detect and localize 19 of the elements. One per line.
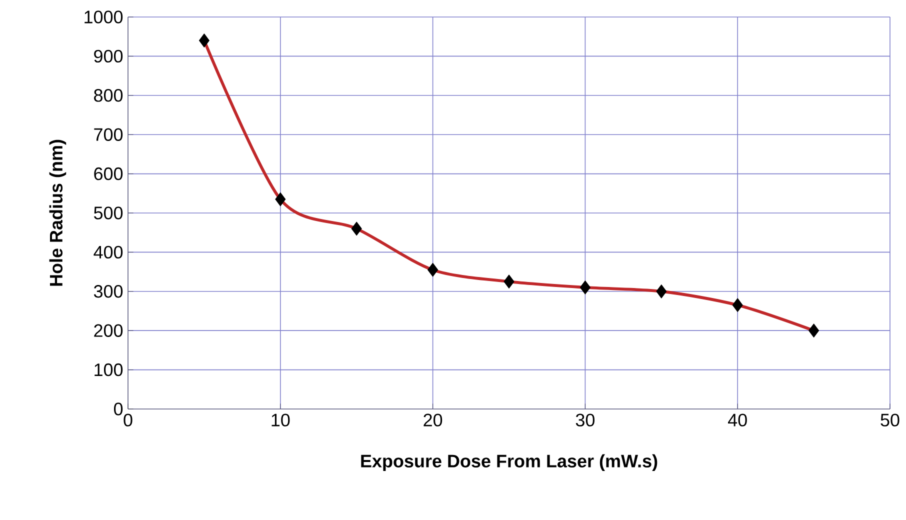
y-tick-label: 800 bbox=[94, 89, 123, 102]
x-axis-title: Exposure Dose From Laser (mW.s) bbox=[361, 454, 658, 472]
y-tick-label: 0 bbox=[114, 402, 123, 416]
x-tick-label: 30 bbox=[576, 414, 595, 426]
y-tick-label: 600 bbox=[94, 167, 123, 180]
x-tick-label: 40 bbox=[728, 414, 747, 426]
x-tick-label: 50 bbox=[880, 414, 900, 426]
y-tick-label: 1000 bbox=[84, 10, 123, 24]
x-tick-label: 10 bbox=[272, 414, 290, 426]
y-tick-label: 700 bbox=[94, 128, 123, 141]
x-tick-label: 20 bbox=[424, 414, 442, 426]
y-tick-label: 100 bbox=[94, 363, 123, 376]
x-tick-label: 0 bbox=[124, 414, 132, 426]
y-axis-title: Hole Radius (nm) bbox=[49, 140, 66, 286]
y-tick-label: 900 bbox=[94, 50, 123, 63]
y-tick-label: 200 bbox=[94, 324, 123, 337]
y-tick-label: 400 bbox=[94, 246, 123, 259]
y-tick-label: 500 bbox=[94, 206, 123, 220]
y-tick-label: 300 bbox=[94, 285, 123, 298]
